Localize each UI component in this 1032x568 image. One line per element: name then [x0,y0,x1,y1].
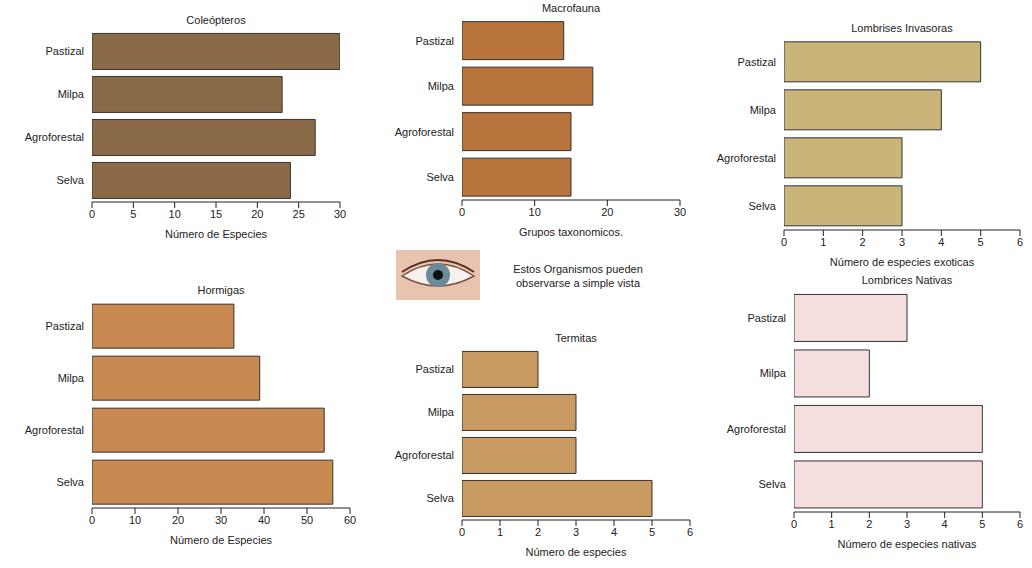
svg-text:1: 1 [497,526,503,538]
svg-text:2: 2 [860,236,866,248]
svg-text:Milpa: Milpa [58,372,85,384]
svg-text:0: 0 [89,208,95,220]
html-text:Macrofauna: Macrofauna [542,2,600,14]
svg-text:5: 5 [979,518,985,530]
svg-text:3: 3 [899,236,905,248]
svg-text:Milpa: Milpa [428,406,455,418]
svg-text:30: 30 [334,208,346,220]
svg-text:Agroforestal: Agroforestal [727,423,786,435]
svg-text:10: 10 [129,514,141,526]
svg-text:4: 4 [611,526,617,538]
svg-text:20: 20 [601,206,613,218]
svg-text:2: 2 [866,518,872,530]
svg-text:20: 20 [251,208,263,220]
svg-text:Pastizal: Pastizal [415,35,454,47]
svg-text:0: 0 [791,518,797,530]
svg-text:Selva: Selva [426,492,454,504]
svg-text:50: 50 [301,514,313,526]
svg-text:Selva: Selva [426,171,454,183]
svg-text:Milpa: Milpa [58,88,85,100]
svg-text:5: 5 [978,236,984,248]
svg-text:3: 3 [904,518,910,530]
svg-text:6: 6 [687,526,693,538]
svg-text:10: 10 [529,206,541,218]
svg-text:Milpa: Milpa [428,80,455,92]
svg-text:Selva: Selva [56,476,84,488]
svg-text:25: 25 [293,208,305,220]
svg-text:Selva: Selva [748,200,776,212]
svg-text:20: 20 [172,514,184,526]
svg-text:Agroforestal: Agroforestal [395,449,454,461]
svg-text:Número de Especies: Número de Especies [165,228,268,240]
svg-text:1: 1 [829,518,835,530]
svg-text:0: 0 [89,514,95,526]
svg-text:Agroforestal: Agroforestal [25,131,84,143]
svg-text:Agroforestal: Agroforestal [395,126,454,138]
svg-text:4: 4 [938,236,944,248]
svg-text:Agroforestal: Agroforestal [717,152,776,164]
svg-text:Número de especies nativas: Número de especies nativas [838,538,977,550]
html-text:Lombrises Invasoras: Lombrises Invasoras [851,22,953,34]
svg-text:0: 0 [459,206,465,218]
svg-text:Pastizal: Pastizal [747,312,786,324]
svg-text:60: 60 [344,514,356,526]
svg-text:30: 30 [674,206,686,218]
svg-text:6: 6 [1017,236,1023,248]
svg-text:1: 1 [820,236,826,248]
svg-text:0: 0 [781,236,787,248]
svg-text:Número de especies exoticas: Número de especies exoticas [830,256,975,268]
svg-text:Pastizal: Pastizal [45,45,84,57]
html-text:Hormigas: Hormigas [197,284,245,296]
svg-text:2: 2 [535,526,541,538]
svg-text:3: 3 [573,526,579,538]
svg-text:30: 30 [215,514,227,526]
svg-text:Agroforestal: Agroforestal [25,424,84,436]
svg-text:Selva: Selva [56,174,84,186]
svg-text:40: 40 [258,514,270,526]
svg-text:Pastizal: Pastizal [45,320,84,332]
svg-text:Selva: Selva [758,478,786,490]
svg-text:Pastizal: Pastizal [737,56,776,68]
svg-text:Número de especies: Número de especies [526,546,627,558]
svg-text:Grupos taxonomicos.: Grupos taxonomicos. [519,226,623,238]
svg-text:Pastizal: Pastizal [415,363,454,375]
html-text:Coleópteros: Coleópteros [186,14,246,26]
svg-text:Número de Especies: Número de Especies [170,534,273,546]
svg-text:Milpa: Milpa [760,367,787,379]
svg-text:15: 15 [210,208,222,220]
svg-text:0: 0 [459,526,465,538]
html-text:Termitas: Termitas [555,332,597,344]
html-text:Lombrices Nativas: Lombrices Nativas [861,274,953,286]
svg-text:6: 6 [1017,518,1023,530]
svg-text:5: 5 [130,208,136,220]
html-text:Estos Organismos pueden observ: Estos Organismos pueden observarse a sim… [513,263,643,289]
svg-text:10: 10 [169,208,181,220]
svg-text:5: 5 [649,526,655,538]
svg-text:Milpa: Milpa [750,104,777,116]
svg-text:4: 4 [942,518,948,530]
